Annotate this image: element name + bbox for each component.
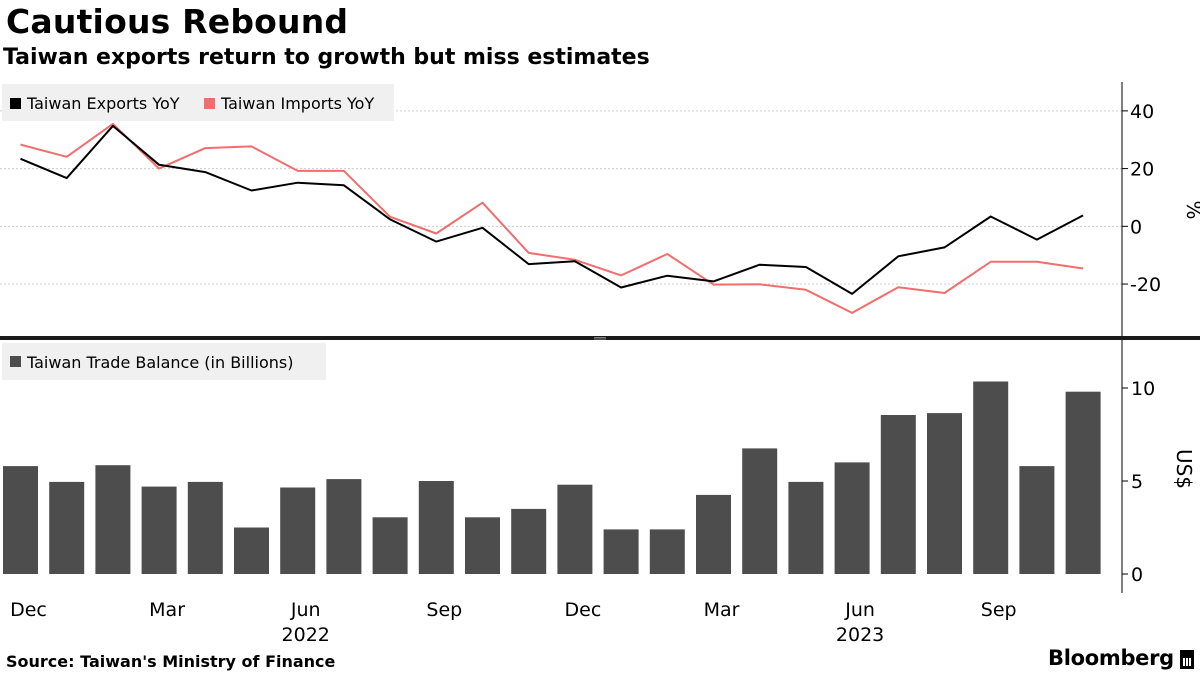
trade-balance-bar [742,448,778,574]
yoy-line-panel: 40 20 0 -20 Taiwan Exports YoY Taiwan Impor… [0,82,1200,336]
trade-balance-bar [603,529,639,574]
line-legend-box [2,84,394,121]
chart-title: Cautious Rebound [6,2,349,41]
trade-balance-bar [649,529,685,574]
trade-balance-bar [696,494,731,574]
bar-legend-box [2,343,326,380]
x-tick-label: Sep [981,599,1017,621]
top-y-axis-unit: % [1182,200,1200,219]
trade-balance-bar [465,517,500,574]
trade-balance-bar [372,517,408,574]
x-tick-label: Mar [149,599,185,621]
top-y-tick-label: 20 [1130,159,1154,181]
bottom-y-tick-label: 10 [1131,378,1155,400]
bloomberg-logo: Bloomberg [1048,646,1194,670]
x-tick-label: Jun [844,599,875,621]
trade-balance-bar [880,415,916,574]
trade-balance-bar [834,462,870,574]
trade-balance-bar [927,413,962,574]
trade-balance-bar [973,381,1009,574]
bloomberg-chart-icon [1179,650,1194,669]
trade-balance-bar [1065,391,1101,574]
x-tick-label: Mar [704,599,740,621]
x-axis: Dec Mar Jun Sep Dec Mar Jun Sep 2022 2023 [10,599,1016,646]
top-y-tick-label: 0 [1130,216,1142,238]
trade-balance-bar [511,508,547,574]
trade-balance-bar [280,487,316,574]
legend-exports-swatch [10,98,21,109]
trade-balance-bar [1019,466,1055,574]
trade-balance-bar [141,486,177,574]
panel-divider [0,336,1200,340]
x-tick-label: Sep [426,599,462,621]
trade-balance-bar [49,481,85,574]
trade-balance-bar [3,466,38,574]
x-year-label: 2023 [836,624,884,646]
top-y-tick-label: -20 [1130,274,1161,296]
top-y-tick-label: 40 [1130,101,1154,123]
chart-subtitle: Taiwan exports return to growth but miss… [3,45,650,70]
source-note: Source: Taiwan's Ministry of Finance [6,652,336,671]
legend-imports-label: Taiwan Imports YoY [220,94,374,113]
x-tick-label: Dec [10,599,47,621]
trade-balance-bar [187,481,223,574]
bottom-y-tick-label: 0 [1131,564,1143,586]
x-tick-label: Dec [565,599,602,621]
legend-trade-balance-label: Taiwan Trade Balance (in Billions) [26,353,293,372]
legend-imports-swatch [204,98,215,109]
trade-balance-bar [234,527,269,574]
brand-name: Bloomberg [1048,646,1174,670]
bottom-y-axis-unit: US$ [1172,449,1196,489]
trade-balance-bar [557,484,593,574]
imports-yoy-line [20,122,1084,314]
trade-balance-bar [788,481,824,574]
bottom-y-tick-label: 5 [1131,471,1143,493]
x-year-label: 2022 [282,624,330,646]
x-tick-label: Jun [290,599,321,621]
legend-exports-label: Taiwan Exports YoY [26,94,180,113]
trade-balance-bar [418,481,454,574]
trade-balance-bar [95,465,131,574]
exports-yoy-line [20,124,1084,295]
legend-trade-balance-swatch [10,356,21,367]
trade-balance-bar [326,479,362,574]
